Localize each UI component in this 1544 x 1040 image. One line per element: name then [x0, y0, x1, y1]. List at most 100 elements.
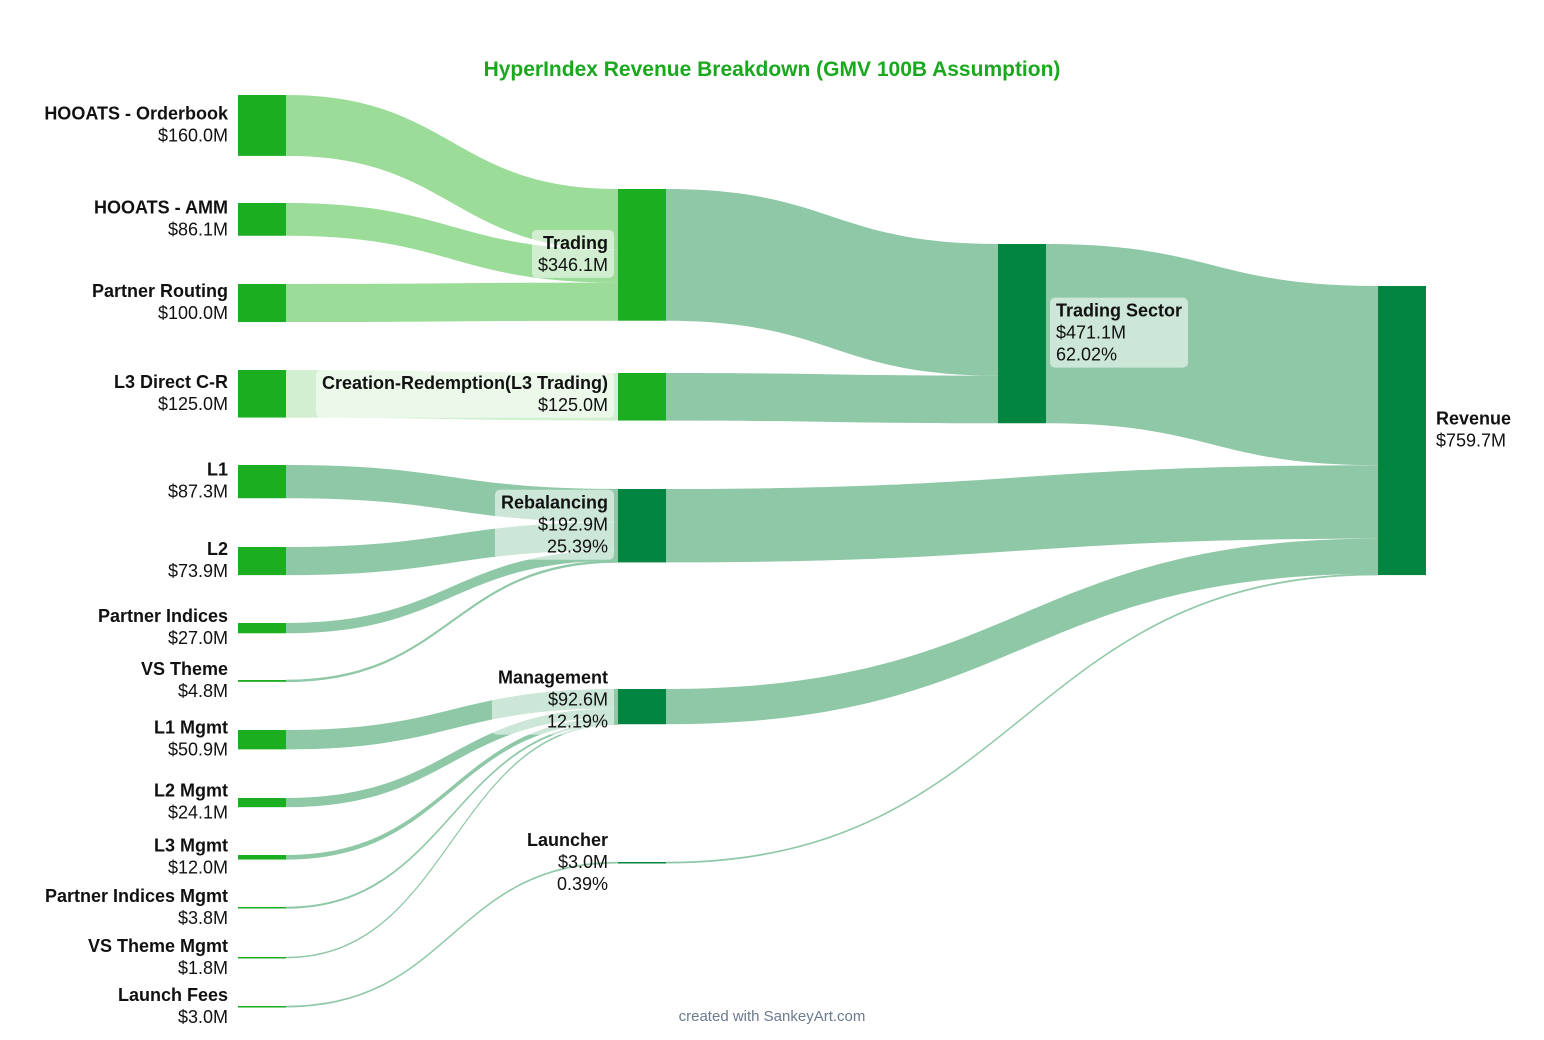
label-l1-value-label: $87.3M	[168, 482, 228, 502]
label-launch_fees-value-label: $3.0M	[178, 1007, 228, 1027]
label-partner_routing: Partner Routing$100.0M	[92, 281, 228, 323]
label-partner_indices-name: Partner Indices	[98, 606, 228, 626]
node-creation_redemption	[618, 373, 666, 421]
node-vs_theme_mgmt	[238, 957, 286, 959]
link-partner_routing-to-trading	[286, 282, 618, 323]
label-l3_mgmt-name: L3 Mgmt	[154, 835, 228, 855]
label-vs_theme-name: VS Theme	[141, 659, 228, 679]
chart-title: HyperIndex Revenue Breakdown (GMV 100B A…	[484, 58, 1061, 81]
label-amm-name: HOOATS - AMM	[94, 197, 228, 217]
label-vs_theme_mgmt: VS Theme Mgmt$1.8M	[88, 936, 228, 978]
link-vs_theme_mgmt-to-management	[285, 723, 619, 959]
label-amm-value-label: $86.1M	[168, 219, 228, 239]
label-bg-trading	[531, 229, 614, 278]
node-partner_indices_mgmt	[238, 907, 286, 909]
label-l1_mgmt-value-label: $50.9M	[168, 740, 228, 760]
node-l3_mgmt	[238, 855, 286, 860]
link-partner_indices-to-rebalancing	[286, 550, 618, 634]
node-amm	[238, 203, 286, 236]
node-partner_indices	[238, 623, 286, 634]
label-launcher: Launcher$3.0M0.39%	[527, 830, 608, 894]
label-l3_mgmt: L3 Mgmt$12.0M	[154, 835, 228, 877]
node-launcher	[618, 862, 666, 864]
link-management-to-revenue	[666, 538, 1378, 725]
label-trading_sector-name: Trading Sector	[1056, 301, 1182, 321]
node-trading_sector	[998, 244, 1046, 424]
label-bg-rebalancing	[494, 489, 614, 560]
node-l2	[238, 547, 286, 576]
label-launcher-value-label: $3.0M	[558, 852, 608, 872]
label-l3_direct-name: L3 Direct C-R	[114, 372, 228, 392]
label-l2_mgmt-name: L2 Mgmt	[154, 781, 228, 801]
label-l3_mgmt-value-label: $12.0M	[168, 857, 228, 877]
links-layer	[285, 95, 1379, 1008]
label-trading_sector-value-label: $471.1M	[1056, 323, 1126, 343]
label-rebalancing-value-label: $192.9M	[538, 515, 608, 535]
label-l1: L1$87.3M	[168, 460, 228, 502]
node-management	[618, 689, 666, 725]
label-vs_theme_mgmt-name: VS Theme Mgmt	[88, 936, 228, 956]
link-l3_mgmt-to-management	[286, 717, 618, 860]
label-partner_routing-value-label: $100.0M	[158, 303, 228, 323]
label-partner_indices-value-label: $27.0M	[168, 628, 228, 648]
label-l2-name: L2	[207, 539, 228, 559]
label-partner_indices: Partner Indices$27.0M	[98, 606, 228, 648]
label-bg-creation_redemption	[315, 369, 614, 418]
label-launcher-name: Launcher	[527, 830, 608, 850]
label-launcher-pct-label: 0.39%	[557, 874, 608, 894]
label-l1_mgmt-name: L1 Mgmt	[154, 718, 228, 738]
label-trading_sector-pct-label: 62.02%	[1056, 345, 1117, 365]
node-vs_theme	[238, 680, 286, 682]
label-trading: Trading$346.1M	[531, 229, 614, 278]
label-orderbook-value-label: $160.0M	[158, 125, 228, 145]
node-l1_mgmt	[238, 730, 286, 750]
labels-layer: HOOATS - Orderbook$160.0M HOOATS - AMM$86…	[44, 103, 1511, 1026]
label-orderbook: HOOATS - Orderbook$160.0M	[44, 103, 229, 145]
link-l2_mgmt-to-management	[286, 708, 618, 808]
node-revenue	[1378, 286, 1426, 576]
link-orderbook-to-trading	[286, 95, 618, 250]
label-bg-management	[491, 664, 614, 735]
label-l2_mgmt-value-label: $24.1M	[168, 803, 228, 823]
label-launch_fees: Launch Fees$3.0M	[118, 985, 228, 1027]
label-revenue-name: Revenue	[1436, 409, 1511, 429]
label-l2-value-label: $73.9M	[168, 561, 228, 581]
label-partner_indices_mgmt-value-label: $3.8M	[178, 908, 228, 928]
label-l3_direct-value-label: $125.0M	[158, 394, 228, 414]
label-l1_mgmt: L1 Mgmt$50.9M	[154, 718, 228, 760]
label-vs_theme-value-label: $4.8M	[178, 681, 228, 701]
label-vs_theme: VS Theme$4.8M	[141, 659, 228, 701]
link-rebalancing-to-revenue	[666, 465, 1378, 563]
label-amm: HOOATS - AMM$86.1M	[94, 197, 228, 239]
label-l2: L2$73.9M	[168, 539, 228, 581]
label-l1-name: L1	[207, 460, 228, 480]
label-partner_indices_mgmt-name: Partner Indices Mgmt	[45, 886, 228, 906]
node-l2_mgmt	[238, 798, 286, 808]
label-management-value-label: $92.6M	[548, 690, 608, 710]
label-rebalancing-pct-label: 25.39%	[547, 537, 608, 557]
label-creation_redemption-name: Creation-Redemption(L3 Trading)	[322, 373, 608, 393]
label-trading-value-label: $346.1M	[538, 255, 608, 275]
label-launch_fees-name: Launch Fees	[118, 985, 228, 1005]
node-l3_direct	[238, 370, 286, 418]
node-launch_fees	[238, 1006, 286, 1008]
node-partner_routing	[238, 284, 286, 323]
link-vs_theme-to-rebalancing	[285, 560, 619, 683]
nodes-layer	[238, 95, 1426, 1008]
label-orderbook-name: HOOATS - Orderbook	[44, 103, 229, 123]
link-creation_redemption-to-trading_sector	[666, 373, 998, 424]
label-l3_direct: L3 Direct C-R$125.0M	[114, 372, 228, 414]
label-vs_theme_mgmt-value-label: $1.8M	[178, 958, 228, 978]
node-trading	[618, 189, 666, 321]
node-rebalancing	[618, 489, 666, 563]
label-trading-name: Trading	[543, 233, 608, 253]
node-orderbook	[238, 95, 286, 156]
node-l1	[238, 465, 286, 499]
label-revenue-value-label: $759.7M	[1436, 431, 1506, 451]
label-rebalancing-name: Rebalancing	[501, 493, 608, 513]
credit-text: created with SankeyArt.com	[679, 1008, 866, 1025]
label-bg-trading_sector	[1050, 297, 1189, 368]
